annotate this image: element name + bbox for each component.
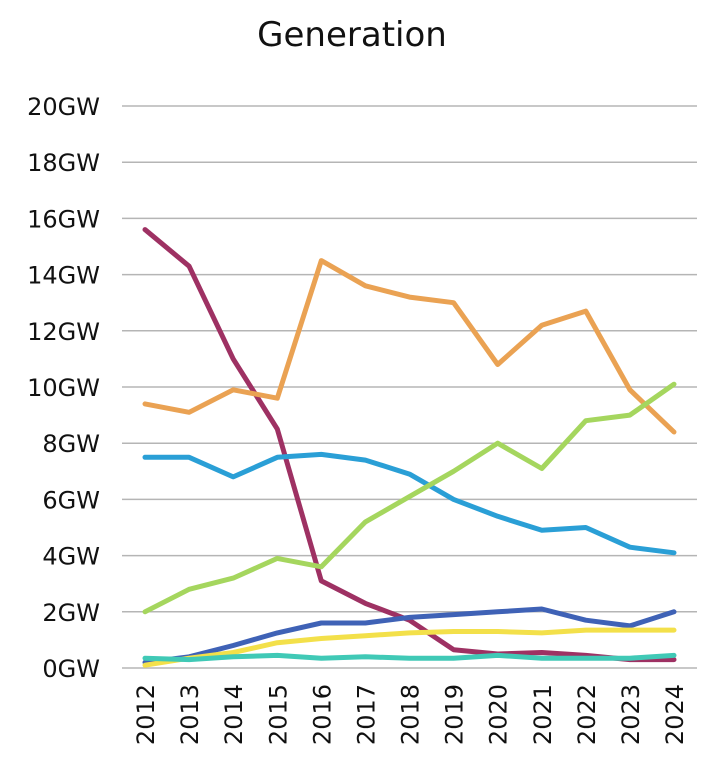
x-tick-label: 2022 [573, 684, 601, 745]
x-tick-label: 2014 [220, 684, 248, 745]
series-lines [142, 227, 677, 668]
y-tick-label: 4GW [42, 543, 100, 571]
series-line-1 [142, 227, 677, 663]
y-tick-label: 2GW [42, 599, 100, 627]
x-tick-label: 2019 [441, 684, 469, 745]
y-tick-label: 12GW [27, 318, 100, 346]
x-tick-label: 2012 [132, 684, 160, 745]
x-tick-label: 2015 [264, 684, 292, 745]
x-tick-label: 2021 [529, 684, 557, 745]
series-line-6 [142, 627, 677, 668]
y-axis-ticks: 0GW 2GW 4GW 6GW 8GW 10GW 12GW 14GW 16GW 18GW 20GW [27, 93, 100, 683]
y-tick-label: 20GW [27, 93, 100, 121]
y-tick-label: 6GW [42, 486, 100, 514]
series-line-4 [142, 381, 677, 615]
y-tick-label: 16GW [27, 205, 100, 233]
y-tick-label: 10GW [27, 374, 100, 402]
series-line-5 [142, 606, 677, 665]
series-line-7 [142, 652, 677, 663]
x-tick-label: 2020 [485, 684, 513, 745]
x-tick-label: 2016 [308, 684, 336, 745]
x-tick-label: 2023 [617, 684, 645, 745]
series-line-3 [142, 451, 677, 556]
series-line-2 [142, 258, 677, 435]
chart-title: Generation [257, 15, 447, 55]
y-tick-label: 8GW [42, 430, 100, 458]
y-tick-label: 18GW [27, 149, 100, 177]
x-axis-ticks: 2012 2013 2014 2015 2016 2017 2018 2019 2020 2021… [132, 684, 689, 745]
x-tick-label: 2024 [661, 684, 689, 745]
x-tick-label: 2018 [397, 684, 425, 745]
x-tick-label: 2013 [176, 684, 204, 745]
y-tick-label: 14GW [27, 262, 100, 290]
x-tick-label: 2017 [352, 684, 380, 745]
y-tick-label: 0GW [42, 655, 100, 683]
